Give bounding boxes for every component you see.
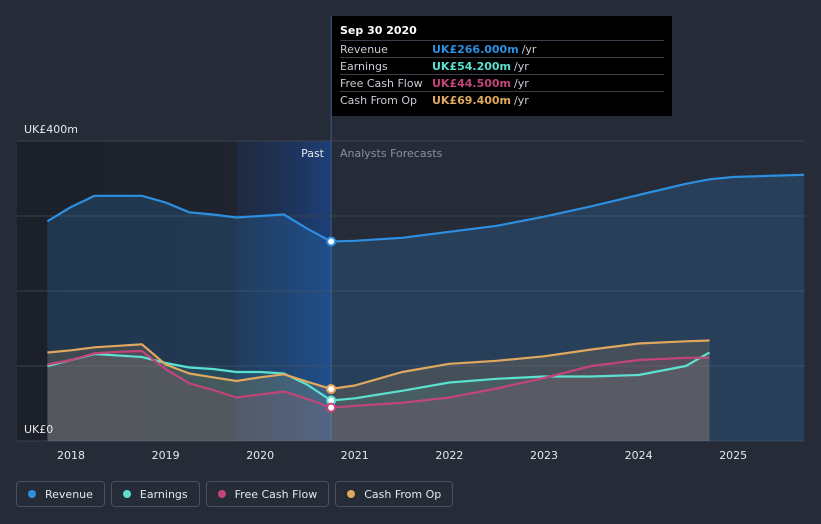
legend-dot-icon [28, 490, 36, 498]
y-label-top: UK£400m [24, 123, 78, 136]
legend-item-earnings[interactable]: Earnings [110, 481, 200, 507]
x-tick-label: 2019 [152, 449, 180, 462]
tooltip-value: UK£69.400m/yr [432, 94, 529, 107]
tooltip-label: Cash From Op [340, 94, 418, 107]
x-axis-ticks: 2018 2019 2020 2021 2022 2023 2024 2025 [57, 449, 747, 462]
legend-label: Earnings [139, 487, 188, 501]
past-label: Past [301, 147, 325, 160]
marker-cash-from-op [326, 383, 337, 394]
tooltip-row-cash-from-op: Cash From Op UK£69.400m/yr [340, 91, 664, 109]
legend-item-free-cash-flow[interactable]: Free Cash Flow [205, 481, 330, 507]
series-markers [326, 236, 337, 413]
line-cash-from-op [47, 339, 710, 390]
chart: UK£400m UK£0 Past Analysts Forecasts 201… [17, 16, 805, 462]
x-tick-label: 2020 [246, 449, 274, 462]
tooltip-date: Sep 30 2020 [340, 24, 417, 37]
area-free-cash-flow [47, 351, 710, 441]
tooltip-value: UK£266.000m/yr [432, 43, 537, 56]
legend-dot-icon [122, 490, 131, 498]
x-tick-label: 2021 [341, 449, 369, 462]
legend-label: Free Cash Flow [234, 487, 318, 501]
forecast-label: Analysts Forecasts [340, 147, 443, 160]
area-earnings [47, 352, 710, 441]
legend-label: Cash From Op [364, 487, 442, 501]
legend-label: Revenue [45, 487, 93, 501]
area-cash-from-op [47, 340, 710, 441]
x-tick-label: 2023 [530, 449, 558, 462]
tooltip: Sep 30 2020 Revenue UK£266.000m/yr Earni… [332, 16, 672, 116]
tooltip-value: UK£54.200m/yr [432, 60, 529, 73]
series-areas [47, 174, 805, 442]
marker-revenue [326, 236, 337, 247]
legend: Revenue Earnings Free Cash Flow Cash Fro… [16, 481, 454, 507]
legend-item-revenue[interactable]: Revenue [16, 481, 105, 507]
legend-dot-icon [217, 490, 226, 498]
tooltip-value: UK£44.500m/yr [432, 77, 529, 90]
y-label-bottom: UK£0 [24, 423, 53, 436]
area-revenue [47, 174, 805, 442]
legend-item-cash-from-op[interactable]: Cash From Op [335, 481, 454, 507]
tooltip-label: Earnings [340, 60, 388, 73]
line-free-cash-flow [47, 349, 710, 409]
tooltip-label: Free Cash Flow [340, 77, 423, 90]
x-tick-label: 2022 [435, 449, 463, 462]
tooltip-row-free-cash-flow: Free Cash Flow UK£44.500m/yr [340, 74, 664, 92]
tooltip-label: Revenue [340, 43, 388, 56]
x-tick-label: 2018 [57, 449, 85, 462]
x-tick-label: 2025 [719, 449, 747, 462]
tooltip-row-revenue: Revenue UK£266.000m/yr [340, 40, 664, 58]
gridlines [17, 16, 805, 442]
marker-free-cash-flow [326, 402, 337, 413]
x-tick-label: 2024 [625, 449, 653, 462]
tooltip-row-earnings: Earnings UK£54.200m/yr [340, 57, 664, 75]
legend-dot-icon [347, 490, 356, 498]
